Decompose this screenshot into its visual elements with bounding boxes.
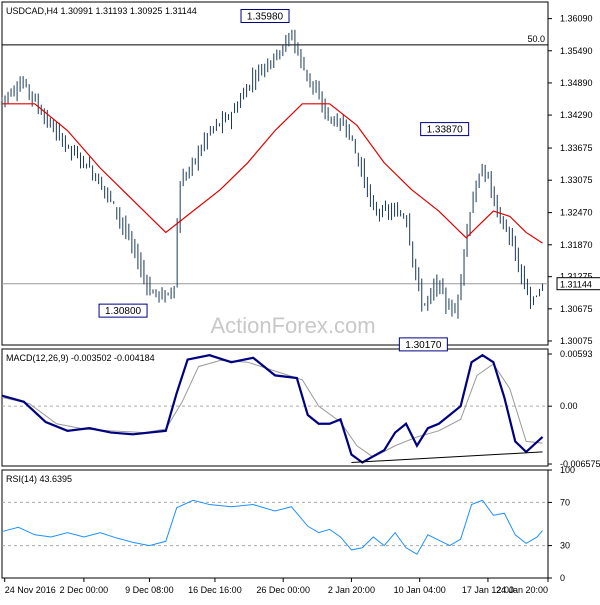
rsi-tick-label: 30 [560,541,570,551]
macd-trendline [351,451,543,463]
last-price-box [556,277,600,291]
macd-signal-line [1,359,543,458]
last-price-label: 1.31144 [560,280,592,290]
x-tick-label: 2 Dec 00:00 [60,585,109,595]
x-tick-label: 16 Dec 16:00 [188,585,242,595]
price-pane-title: USDCAD,H4 1.30991 1.31193 1.30925 1.3114… [6,6,197,16]
pane-frame-1 [1,348,549,467]
macd-tick-label: -0.006575 [560,459,600,469]
price-annotation-box [98,303,148,318]
price-annotation-label: 1.33870 [427,125,464,136]
watermark: ActionForex.com [210,313,375,338]
x-tick-label: 24 Jan 20:00 [496,585,548,595]
price-annotation-box [240,9,290,24]
macd-pane-title: MACD(12,26,9) -0.003502 -0.004184 [6,353,155,363]
price-tick-label: 1.31870 [560,240,593,250]
price-tick-label: 1.33075 [560,175,593,185]
price-tick-label: 1.31275 [560,272,593,282]
rsi-tick-label: 0 [560,573,565,583]
price-annotation-box [398,337,448,352]
price-tick-label: 1.34290 [560,110,593,120]
price-tick-label: 1.33675 [560,143,593,153]
x-tick-label: 9 Dec 08:00 [125,585,174,595]
rsi-pane-title: RSI(14) 43.6395 [6,474,72,484]
price-annotation-label: 1.30170 [405,340,442,351]
price-tick-label: 1.30075 [560,336,593,346]
price-tick-label: 1.32470 [560,208,593,218]
pane-frame-0 [1,1,549,346]
macd-tick-label: 0.00 [560,401,578,411]
macd-tick-label: 0.00593 [560,349,593,359]
moving-average-line [2,103,543,244]
price-tick-label: 1.30675 [560,304,593,314]
rsi-tick-label: 100 [560,465,575,475]
price-annotation-box [420,122,470,137]
macd-line [1,353,544,464]
x-tick-label: 26 Dec 00:00 [256,585,310,595]
price-annotation-label: 1.30800 [105,306,142,317]
pane-frame-2 [1,469,549,579]
price-tick-label: 1.34890 [560,78,593,88]
price-tick-label: 1.35490 [560,46,593,56]
price-annotation-label: 1.35980 [247,12,284,23]
price-tick-label: 1.36090 [560,14,593,24]
x-tick-label: 24 Nov 2016 [5,585,56,595]
x-tick-label: 17 Jan 12:00 [462,585,514,595]
x-tick-label: 2 Jan 20:00 [328,585,375,595]
x-tick-label: 10 Jan 04:00 [394,585,446,595]
rsi-line [1,499,543,555]
rsi-tick-label: 70 [560,497,570,507]
fib-label: 50.0 [527,34,545,44]
